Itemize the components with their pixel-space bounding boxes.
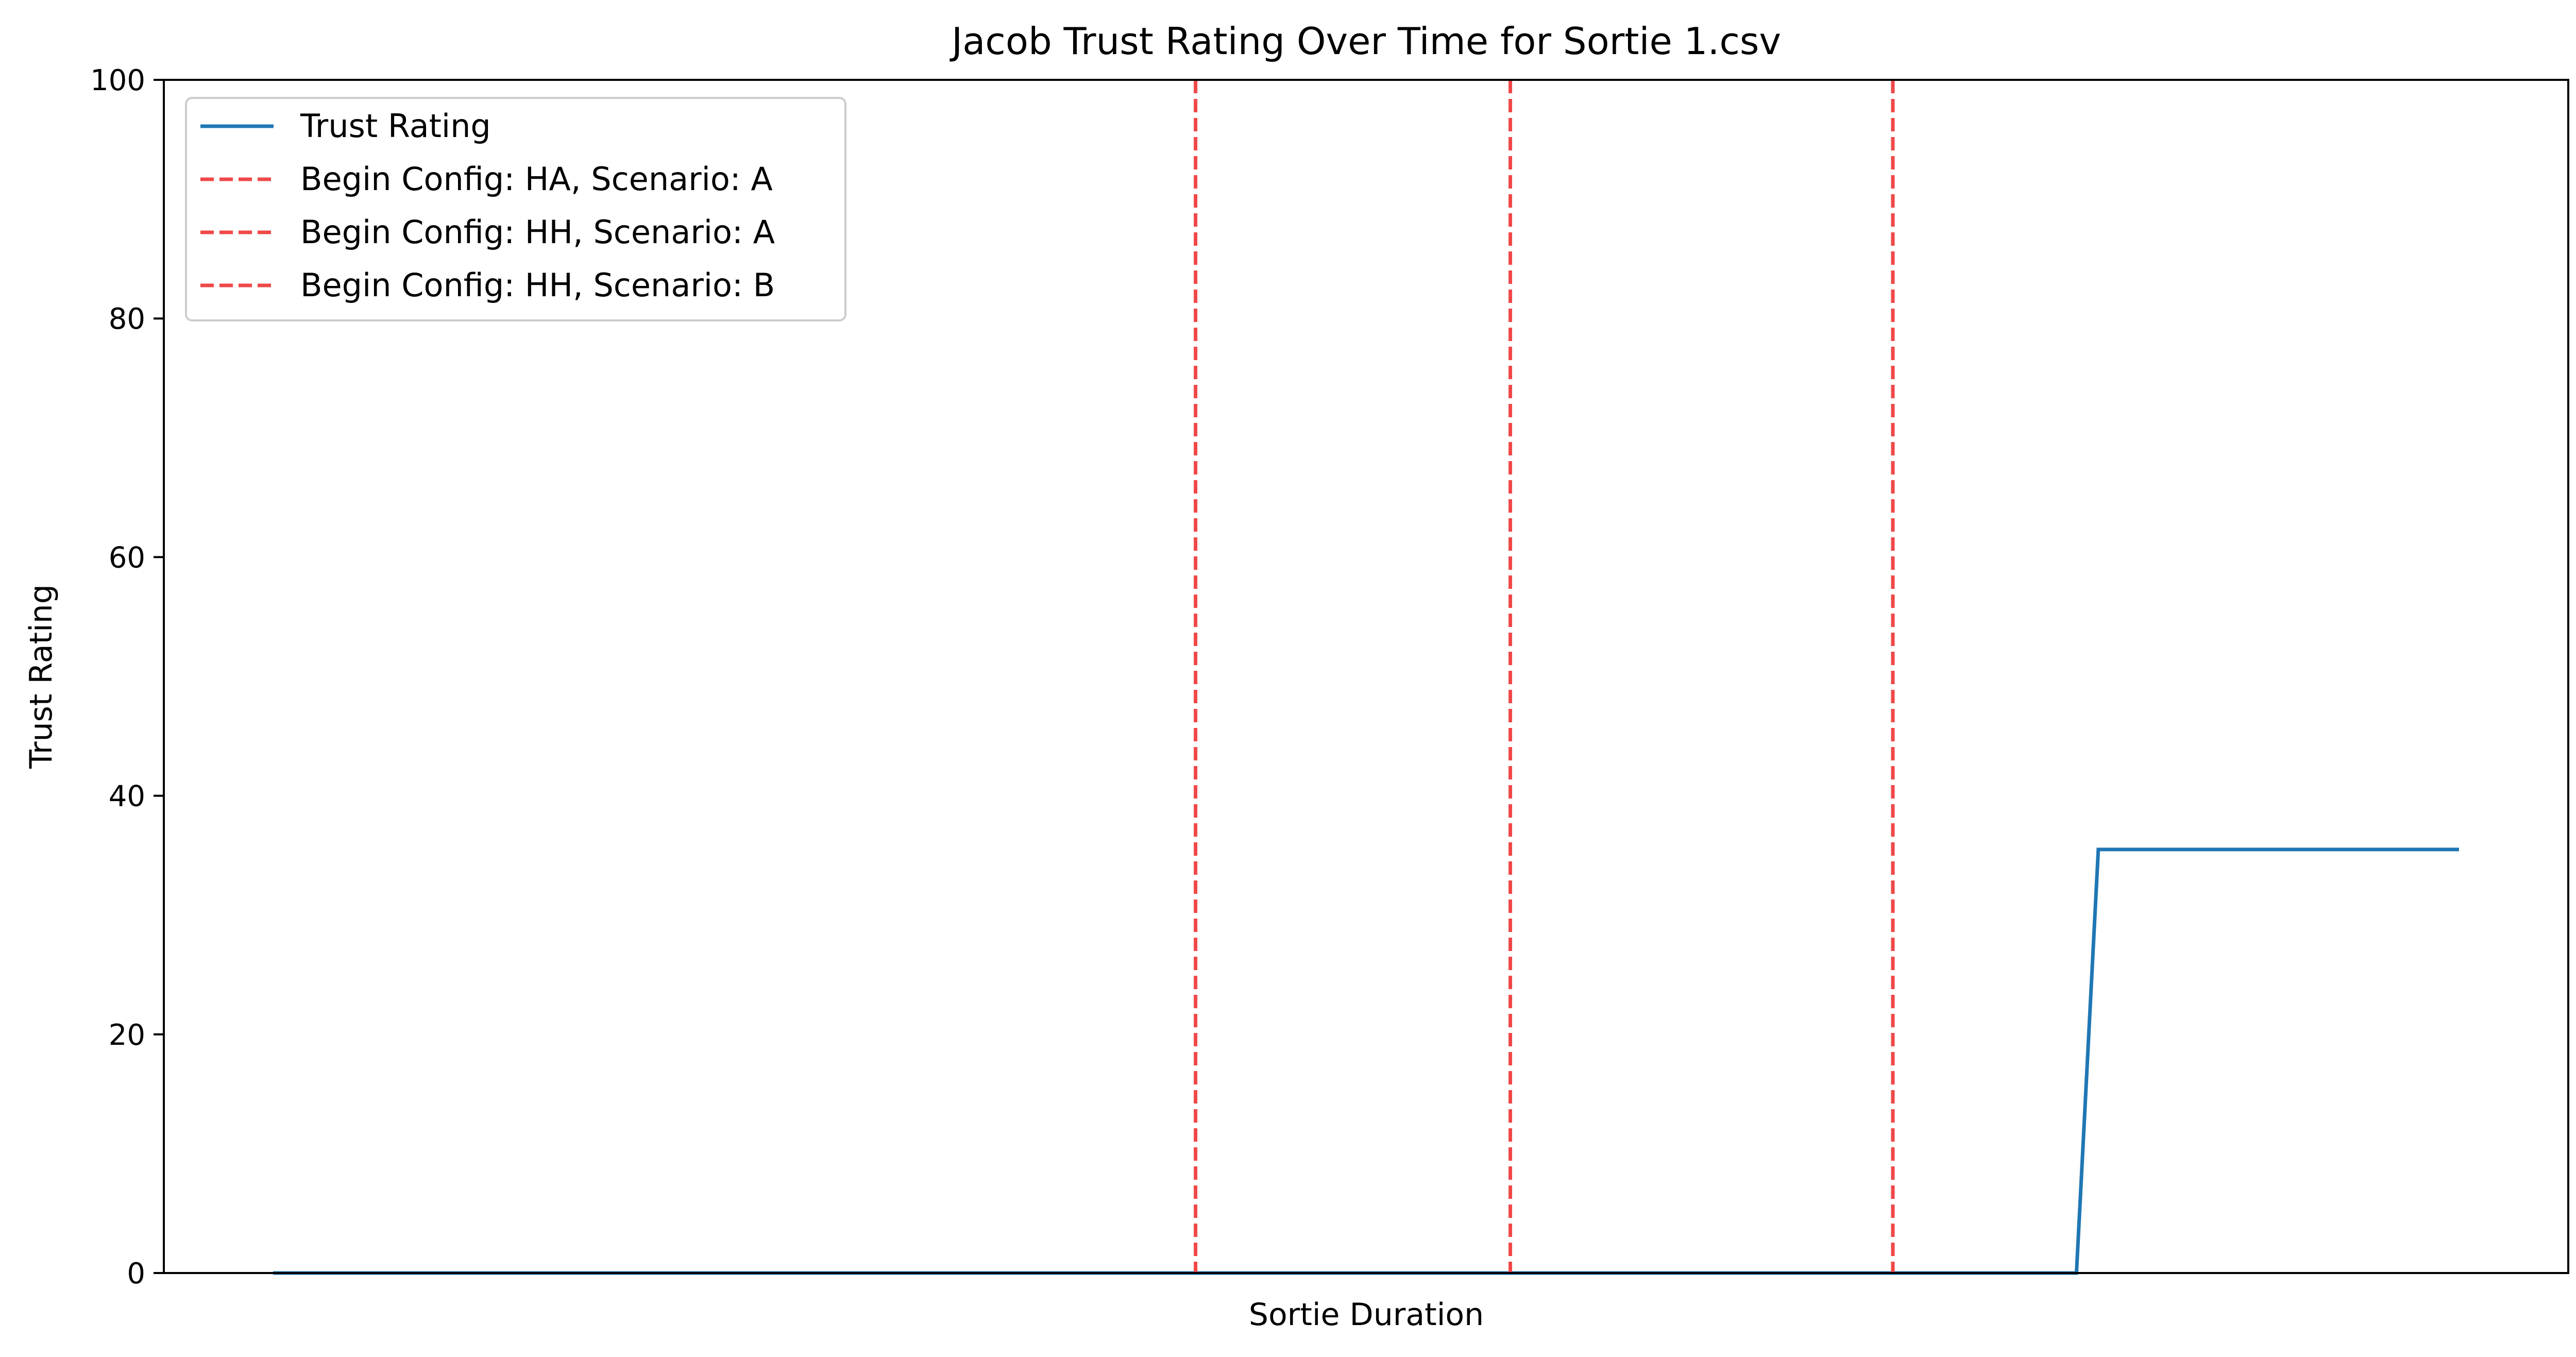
legend-entry: Trust Rating: [300, 107, 491, 145]
chart-title: Jacob Trust Rating Over Time for Sortie …: [950, 20, 1781, 63]
series-line-trust-rating: [273, 847, 2459, 1275]
y-tick-label: 60: [109, 541, 145, 574]
x-axis-label: Sortie Duration: [1249, 1297, 1484, 1333]
legend-entry: Begin Config: HH, Scenario: B: [300, 266, 775, 304]
legend-entry: Begin Config: HA, Scenario: A: [300, 160, 773, 198]
y-axis: 0 20 40 60 80 100: [90, 64, 164, 1291]
y-tick-label: 80: [109, 302, 145, 336]
y-tick-label: 20: [109, 1019, 145, 1052]
y-axis-label: Trust Rating: [23, 584, 59, 769]
plot-frame: [163, 79, 2569, 1274]
y-tick-label: 0: [127, 1257, 145, 1291]
legend-box: [185, 97, 846, 321]
y-tick-label: 100: [90, 64, 145, 97]
y-tick-label: 40: [109, 780, 145, 813]
legend: Trust Rating Begin Config: HA, Scenario: …: [185, 97, 846, 321]
legend-entry: Begin Config: HH, Scenario: A: [300, 213, 775, 251]
